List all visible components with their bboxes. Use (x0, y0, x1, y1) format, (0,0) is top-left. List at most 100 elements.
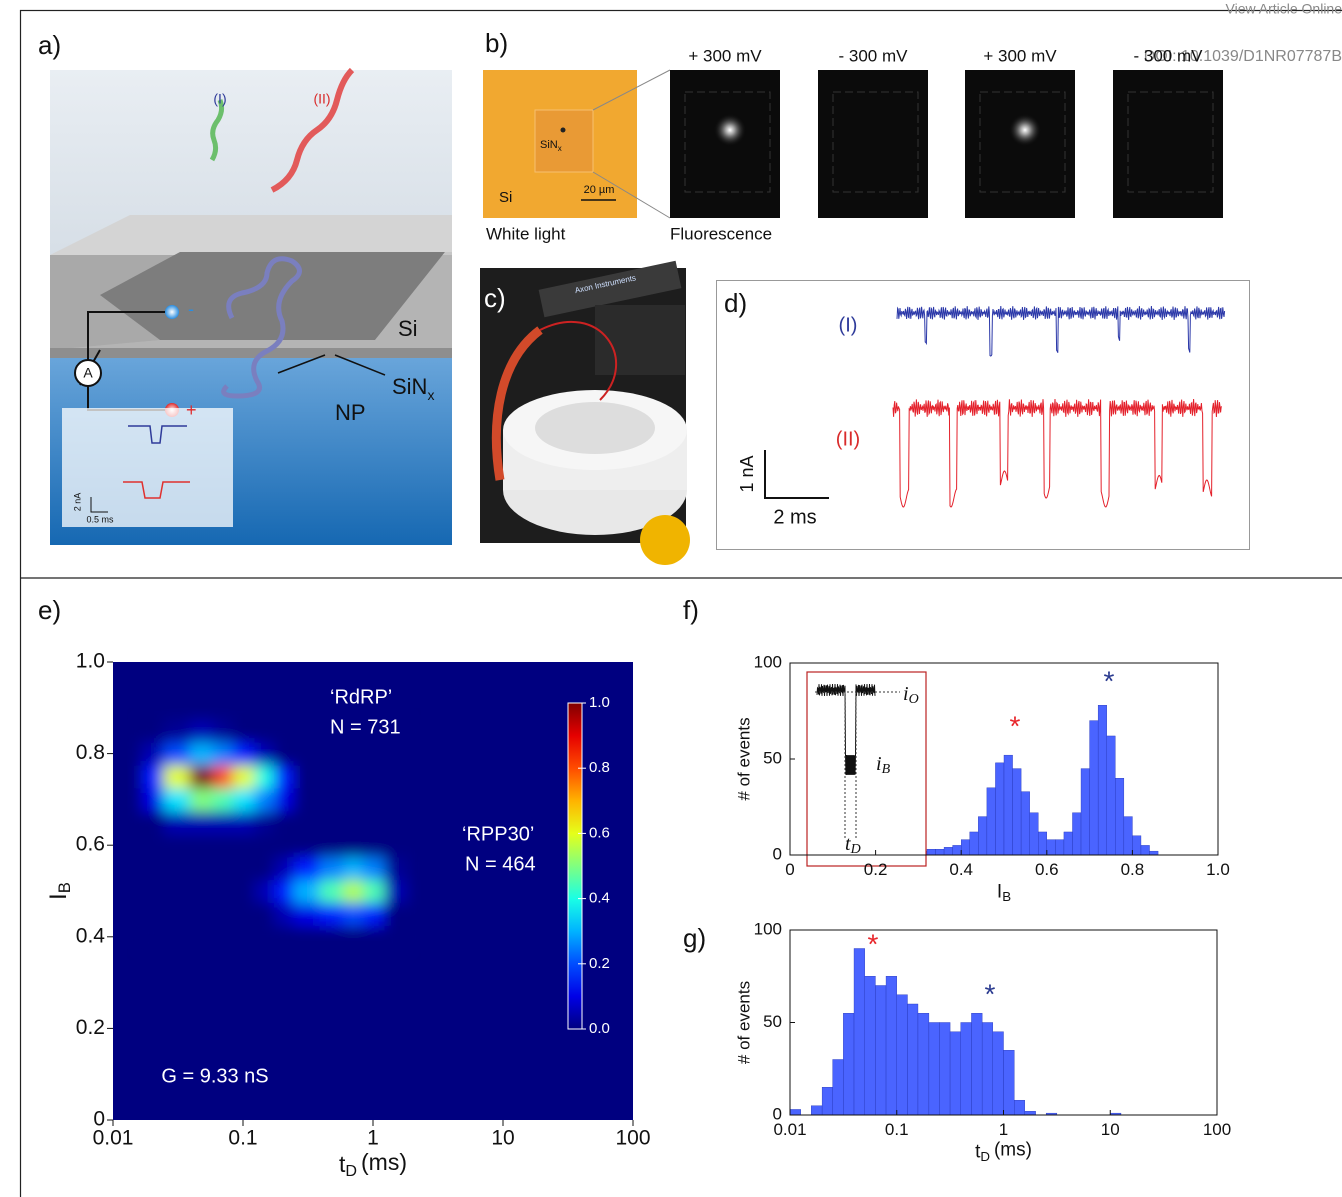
article-link[interactable]: View Article Online (1226, 1, 1342, 17)
caption: White light (486, 224, 566, 243)
heat-cell (232, 925, 255, 949)
inset-label: iB (876, 753, 891, 778)
heat-cell (163, 925, 190, 949)
bar (1132, 835, 1142, 856)
heat-cell (254, 787, 275, 812)
heat-cell (213, 925, 234, 949)
heat-cell (163, 879, 190, 903)
heat-cell (293, 787, 320, 812)
bar (1106, 735, 1116, 856)
heat-cell (362, 879, 385, 903)
y-tick-label: 0.8 (76, 741, 105, 764)
y-tick-label: 1.0 (76, 650, 105, 673)
heat-cell (343, 810, 364, 835)
heat-cell (232, 742, 255, 766)
heat-cell (343, 902, 364, 926)
heat-cell (189, 856, 214, 881)
heat-cell (213, 742, 234, 766)
trace (892, 398, 1222, 508)
heat-cell (362, 810, 385, 835)
heat-cell (274, 833, 295, 858)
doi: DOI: 10.1039/D1NR07787B (1144, 48, 1342, 65)
heat-cell (343, 856, 364, 881)
heat-cell (232, 856, 255, 881)
heat-cell (189, 765, 214, 789)
heat-cell (384, 719, 408, 743)
x-tick-label: 0.8 (1121, 860, 1145, 879)
heat-cell (140, 925, 165, 949)
membrane-outline (832, 91, 919, 193)
bar (789, 1109, 801, 1116)
y-axis-label-part: I (45, 893, 72, 900)
heat-cell (384, 742, 408, 766)
heat-cell (163, 765, 190, 789)
heat-cell (293, 879, 320, 903)
bar (1140, 845, 1150, 856)
heat-cell (140, 879, 165, 903)
heat-cell (232, 902, 255, 926)
bar (971, 1013, 983, 1116)
heat-cell (213, 856, 234, 881)
heat-cell (213, 787, 234, 812)
bar (926, 849, 936, 856)
annotation: N = 464 (465, 853, 536, 875)
x-tick-label: 0.2 (864, 860, 888, 879)
x-axis-label-part: B (1002, 889, 1011, 904)
x-tick-label: 0.1 (885, 1120, 909, 1139)
heat-cell (140, 902, 165, 926)
bar (1072, 812, 1082, 856)
micrograph (483, 69, 671, 219)
heat-cell (254, 879, 275, 903)
membrane-outline (684, 91, 771, 193)
heat-cell (343, 833, 364, 858)
np-label: NP (335, 400, 366, 425)
heat-cell (189, 742, 214, 766)
heat-cell (274, 925, 295, 949)
scale-bar (764, 450, 829, 499)
heat-cell (274, 879, 295, 903)
heat-cell (362, 902, 385, 926)
bar (853, 948, 865, 1116)
bar (978, 816, 988, 856)
heat-cell (189, 719, 214, 743)
scale-label: 2 nA (72, 493, 82, 512)
heat-cell (163, 787, 190, 812)
x-tick-label: 0.4 (949, 860, 973, 879)
bar (1024, 1111, 1036, 1116)
heat-cell (384, 879, 408, 903)
bar (949, 1031, 961, 1116)
x-tick-label: 0.6 (1035, 860, 1059, 879)
inset-box (806, 671, 927, 867)
inset-label-part: B (882, 762, 891, 777)
heat-cell (213, 833, 234, 858)
scale-label: 20 µm (584, 184, 615, 196)
heat-cell (163, 719, 190, 743)
membrane-outline (1127, 91, 1214, 193)
heat-cell (293, 810, 320, 835)
bar (935, 849, 945, 856)
annotation: G = 9.33 nS (161, 1065, 268, 1087)
bar (917, 1013, 930, 1116)
si-label: Si (398, 316, 418, 341)
heat-cell (189, 902, 214, 926)
strand-label: (II) (313, 91, 330, 107)
x-tick-label: 10 (1101, 1120, 1120, 1139)
fluorescence-image (818, 70, 928, 218)
heat-cell (384, 925, 408, 949)
x-axis-label-part: D (980, 1149, 990, 1164)
bar (1123, 816, 1133, 856)
heat-cell (254, 719, 275, 743)
inset-label: iO (903, 683, 919, 708)
y-tick-label: 0 (773, 1104, 782, 1123)
heat-cell (274, 719, 295, 743)
heat-cell (213, 719, 234, 743)
trace-label: (II) (836, 428, 860, 450)
heat-cell (384, 902, 408, 926)
bar (952, 845, 962, 856)
heat-cell (274, 810, 295, 835)
trace (896, 305, 1226, 357)
x-axis-label-part: (ms) (361, 1149, 407, 1175)
fluorescence-image (1113, 70, 1223, 218)
heat-cell (362, 719, 385, 743)
heat-cell (293, 833, 320, 858)
